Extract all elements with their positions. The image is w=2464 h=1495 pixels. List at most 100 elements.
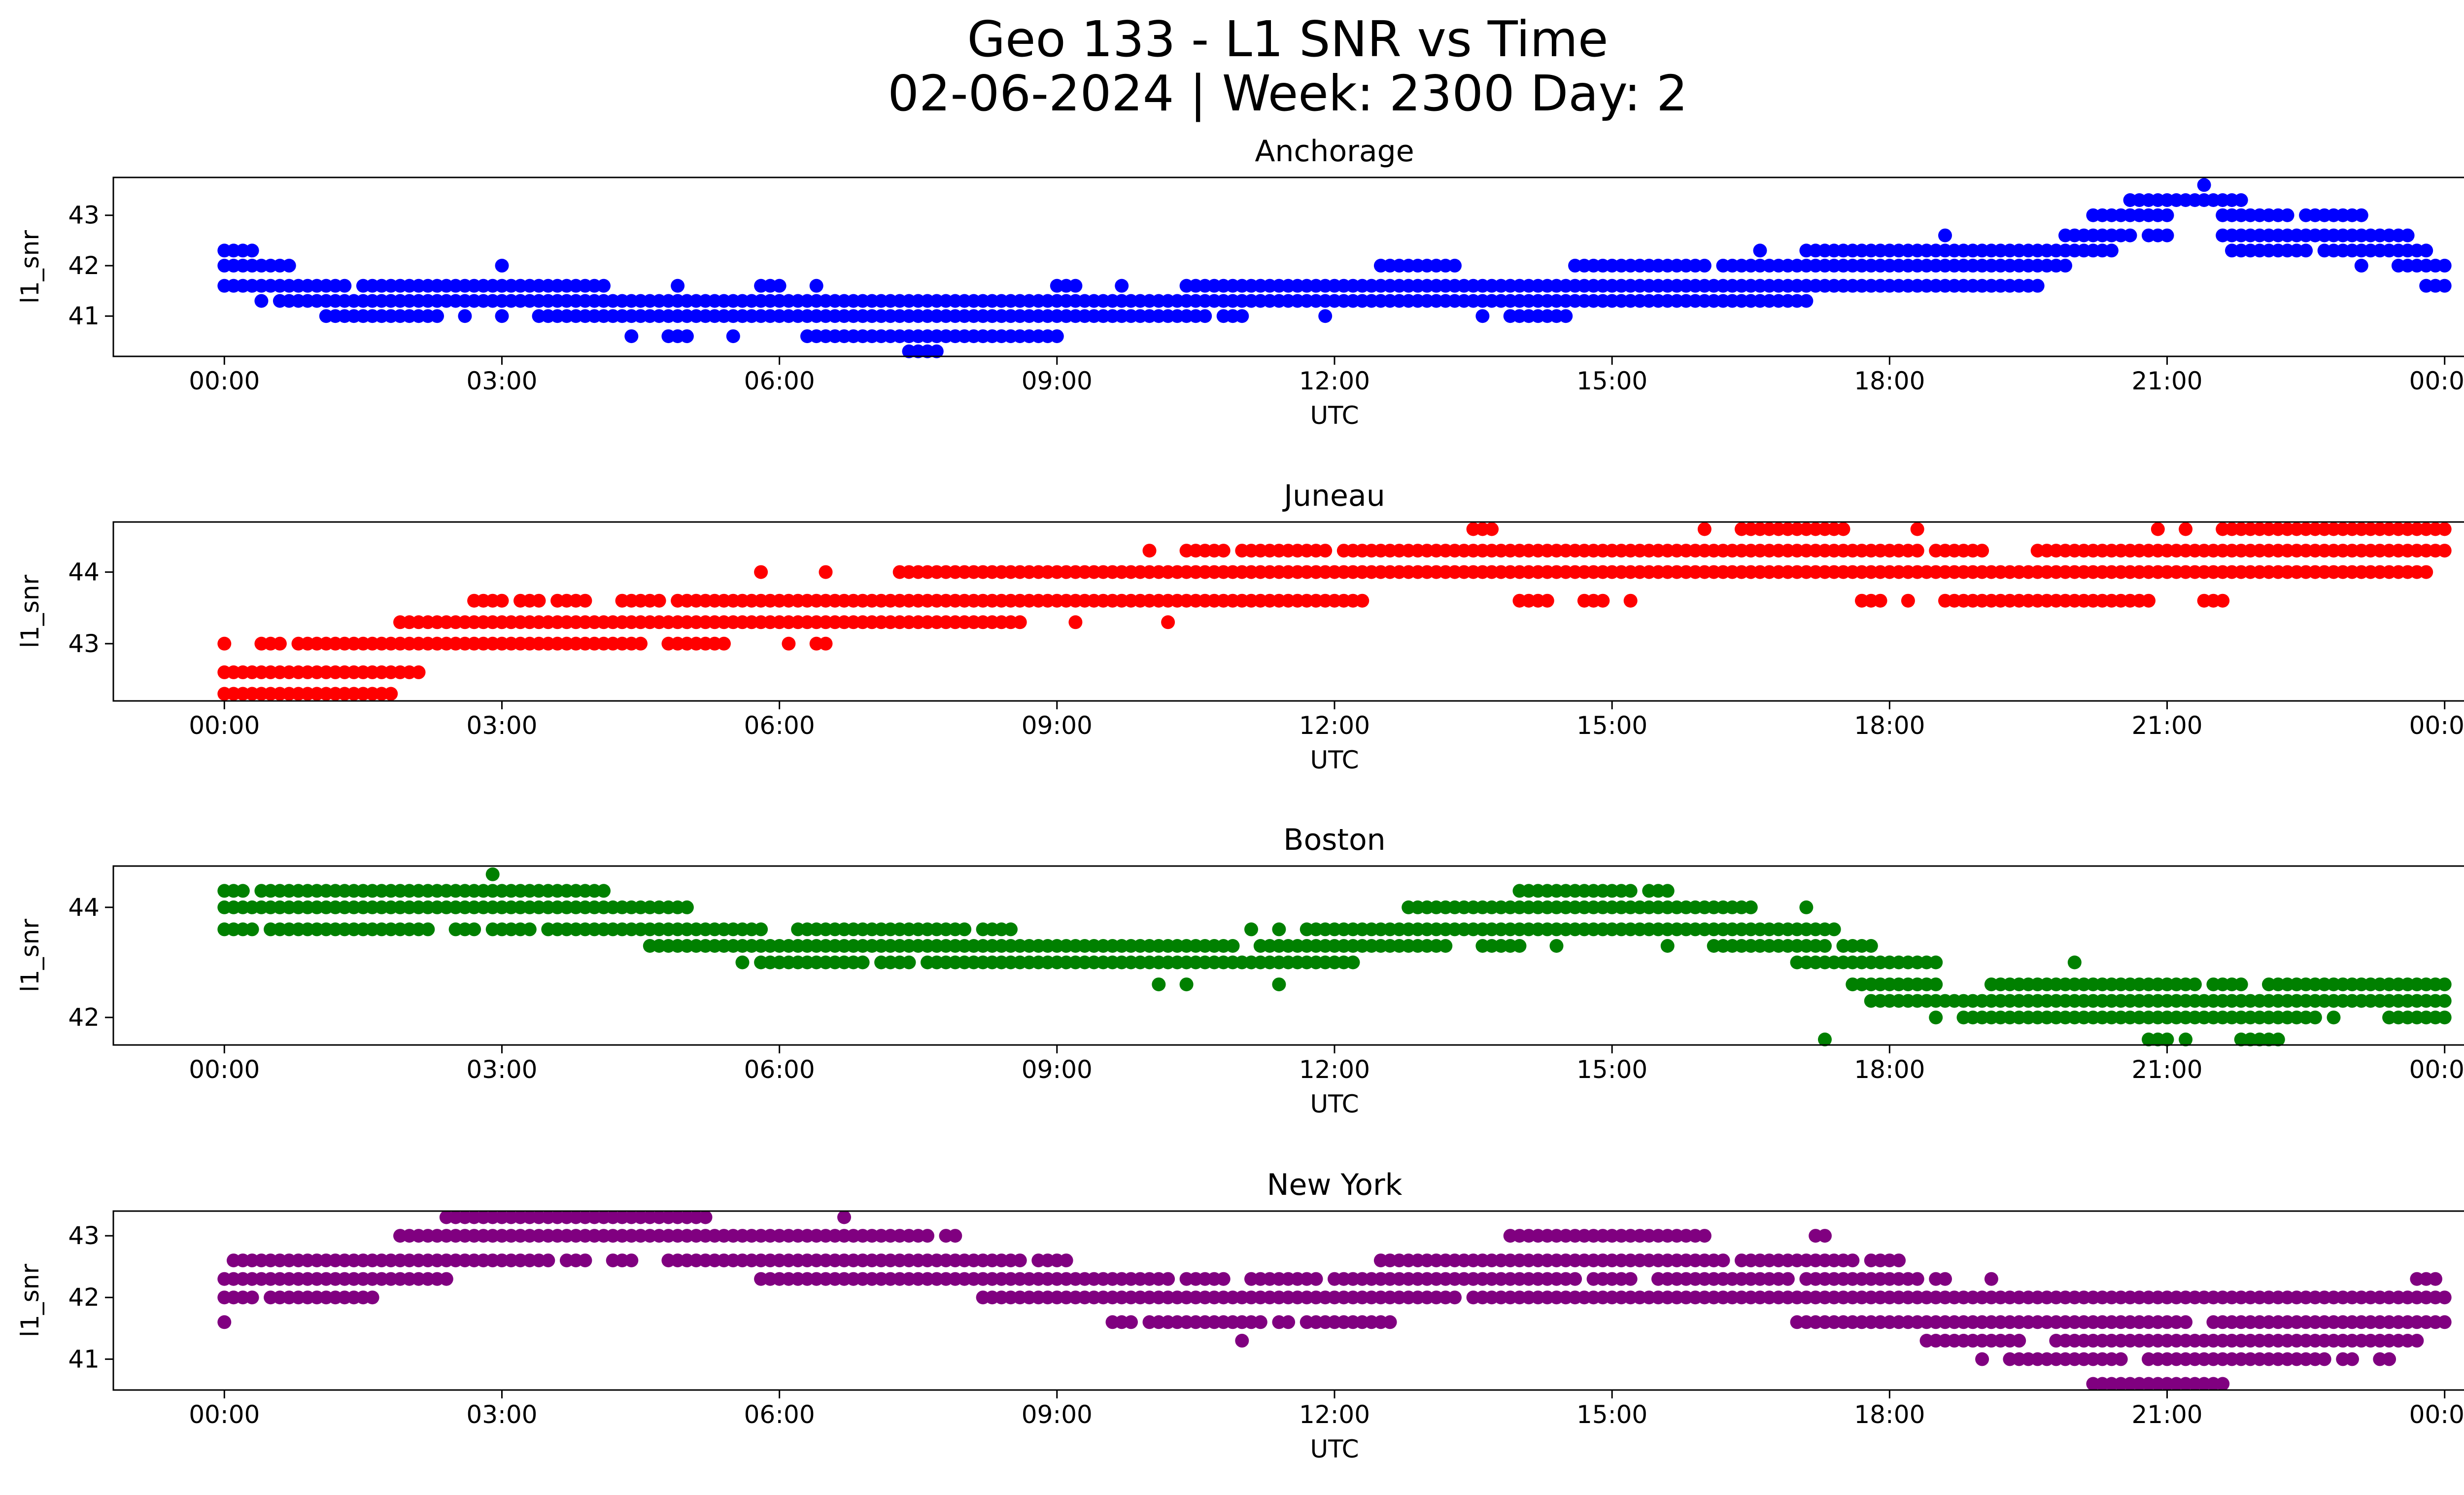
anchorage-data-point — [2160, 208, 2174, 222]
new-york-x-tick-label: 09:00 — [1022, 1400, 1093, 1429]
boston-data-point — [2437, 977, 2452, 992]
boston-x-tick-label: 15:00 — [1576, 1055, 1647, 1084]
new-york-data-point — [1161, 1272, 1175, 1286]
juneau-data-point — [1836, 522, 1850, 536]
boston-data-point — [1827, 922, 1841, 937]
new-york-data-point — [2114, 1352, 2128, 1366]
anchorage-data-point — [1559, 309, 1573, 323]
anchorage-data-point — [1753, 243, 1767, 258]
juneau-x-tick-label: 03:00 — [466, 711, 537, 740]
new-york-data-point — [217, 1315, 232, 1329]
new-york-data-point — [2437, 1315, 2452, 1329]
new-york-x-tick-label: 12:00 — [1299, 1400, 1370, 1429]
anchorage-data-point — [1475, 309, 1490, 323]
anchorage-data-point — [495, 258, 509, 273]
new-york-data-point — [2410, 1333, 2424, 1348]
juneau-x-tick-label: 18:00 — [1854, 711, 1925, 740]
anchorage-data-point — [1448, 258, 1462, 273]
new-york-points — [217, 1210, 2452, 1391]
boston-x-tick-label: 06:00 — [744, 1055, 815, 1084]
anchorage-data-point — [2419, 243, 2433, 258]
anchorage-data-point — [624, 329, 639, 344]
boston-data-point — [2271, 1032, 2285, 1046]
boston-x-tick-label: 09:00 — [1022, 1055, 1093, 1084]
juneau-data-point — [1901, 593, 1915, 608]
new-york-data-point — [2179, 1315, 2193, 1329]
juneau-points — [217, 522, 2452, 701]
figure-title-line-1: Geo 133 - L1 SNR vs Time — [967, 10, 1608, 68]
anchorage-data-point — [458, 309, 472, 323]
new-york-x-tick-label: 00:00 — [189, 1400, 260, 1429]
new-york-data-point — [1938, 1272, 1952, 1286]
boston-data-point — [1799, 900, 1814, 914]
juneau-data-point — [578, 593, 592, 608]
anchorage-data-point — [1050, 329, 1064, 344]
anchorage-data-point — [2354, 208, 2368, 222]
anchorage-data-point — [2299, 243, 2313, 258]
boston-data-point — [1004, 922, 1018, 937]
anchorage-x-axis-label: UTC — [1310, 401, 1359, 430]
anchorage-data-point — [2030, 278, 2045, 293]
juneau-data-point — [652, 593, 666, 608]
boston-data-point — [1549, 939, 1564, 953]
anchorage-data-point — [2354, 258, 2368, 273]
boston-y-axis-label: l1_snr — [16, 919, 44, 992]
boston-data-point — [421, 922, 435, 937]
juneau-data-point — [1623, 593, 1638, 608]
new-york-x-tick-label: 18:00 — [1854, 1400, 1925, 1429]
boston-data-point — [2437, 1010, 2452, 1025]
boston-y-tick-label: 44 — [68, 893, 100, 922]
anchorage-points — [217, 178, 2452, 358]
boston-data-point — [1244, 922, 1258, 937]
juneau-data-point — [411, 665, 426, 679]
juneau-data-point — [717, 636, 731, 651]
anchorage-data-point — [1115, 278, 1129, 293]
juneau-data-point — [2216, 593, 2230, 608]
juneau-data-point — [1355, 593, 1369, 608]
juneau-data-point — [1910, 544, 1924, 558]
anchorage-x-tick-label: 00:00 — [2409, 367, 2464, 395]
boston-data-point — [1272, 922, 1286, 937]
new-york-data-point — [1716, 1253, 1730, 1268]
anchorage-data-point — [1318, 309, 1333, 323]
anchorage-data-point — [254, 294, 269, 308]
new-york-data-point — [2382, 1352, 2396, 1366]
boston-x-tick-label: 12:00 — [1299, 1055, 1370, 1084]
anchorage-data-point — [2437, 258, 2452, 273]
boston-data-point — [958, 922, 972, 937]
new-york-x-tick-label: 00:00 — [2409, 1400, 2464, 1429]
anchorage-data-point — [1799, 294, 1814, 308]
anchorage-data-point — [2437, 278, 2452, 293]
boston-data-point — [2179, 1032, 2193, 1046]
anchorage-data-point — [1235, 309, 1249, 323]
new-york-data-point — [578, 1253, 592, 1268]
anchorage-data-point — [2104, 243, 2119, 258]
new-york-y-tick-label: 42 — [68, 1283, 100, 1312]
juneau-data-point — [2179, 522, 2193, 536]
anchorage-data-point — [1697, 258, 1711, 273]
boston-data-point — [2067, 955, 2082, 970]
anchorage-title: Anchorage — [1255, 134, 1414, 169]
boston-y-tick-label: 42 — [68, 1003, 100, 1032]
anchorage-x-tick-label: 18:00 — [1854, 367, 1925, 395]
boston-data-point — [1438, 939, 1453, 953]
new-york-data-point — [837, 1210, 851, 1224]
boston-data-point — [1818, 939, 1832, 953]
juneau-data-point — [384, 687, 398, 701]
new-york-data-point — [948, 1229, 962, 1243]
juneau-data-point — [1142, 544, 1157, 558]
anchorage-data-point — [929, 344, 944, 358]
juneau-x-tick-label: 00:00 — [2409, 711, 2464, 740]
boston-data-point — [522, 922, 537, 937]
boston-data-point — [597, 884, 611, 898]
new-york-y-tick-label: 43 — [68, 1221, 100, 1250]
anchorage-data-point — [495, 309, 509, 323]
juneau-data-point — [273, 636, 287, 651]
boston-data-point — [2234, 977, 2248, 992]
new-york-data-point — [624, 1253, 639, 1268]
juneau-x-tick-label: 06:00 — [744, 711, 815, 740]
panel-boston: 00:00 03:00 06:00 09:00 12:00 15:00 18:00 21:00… — [16, 823, 2464, 1118]
anchorage-data-point — [680, 329, 694, 344]
